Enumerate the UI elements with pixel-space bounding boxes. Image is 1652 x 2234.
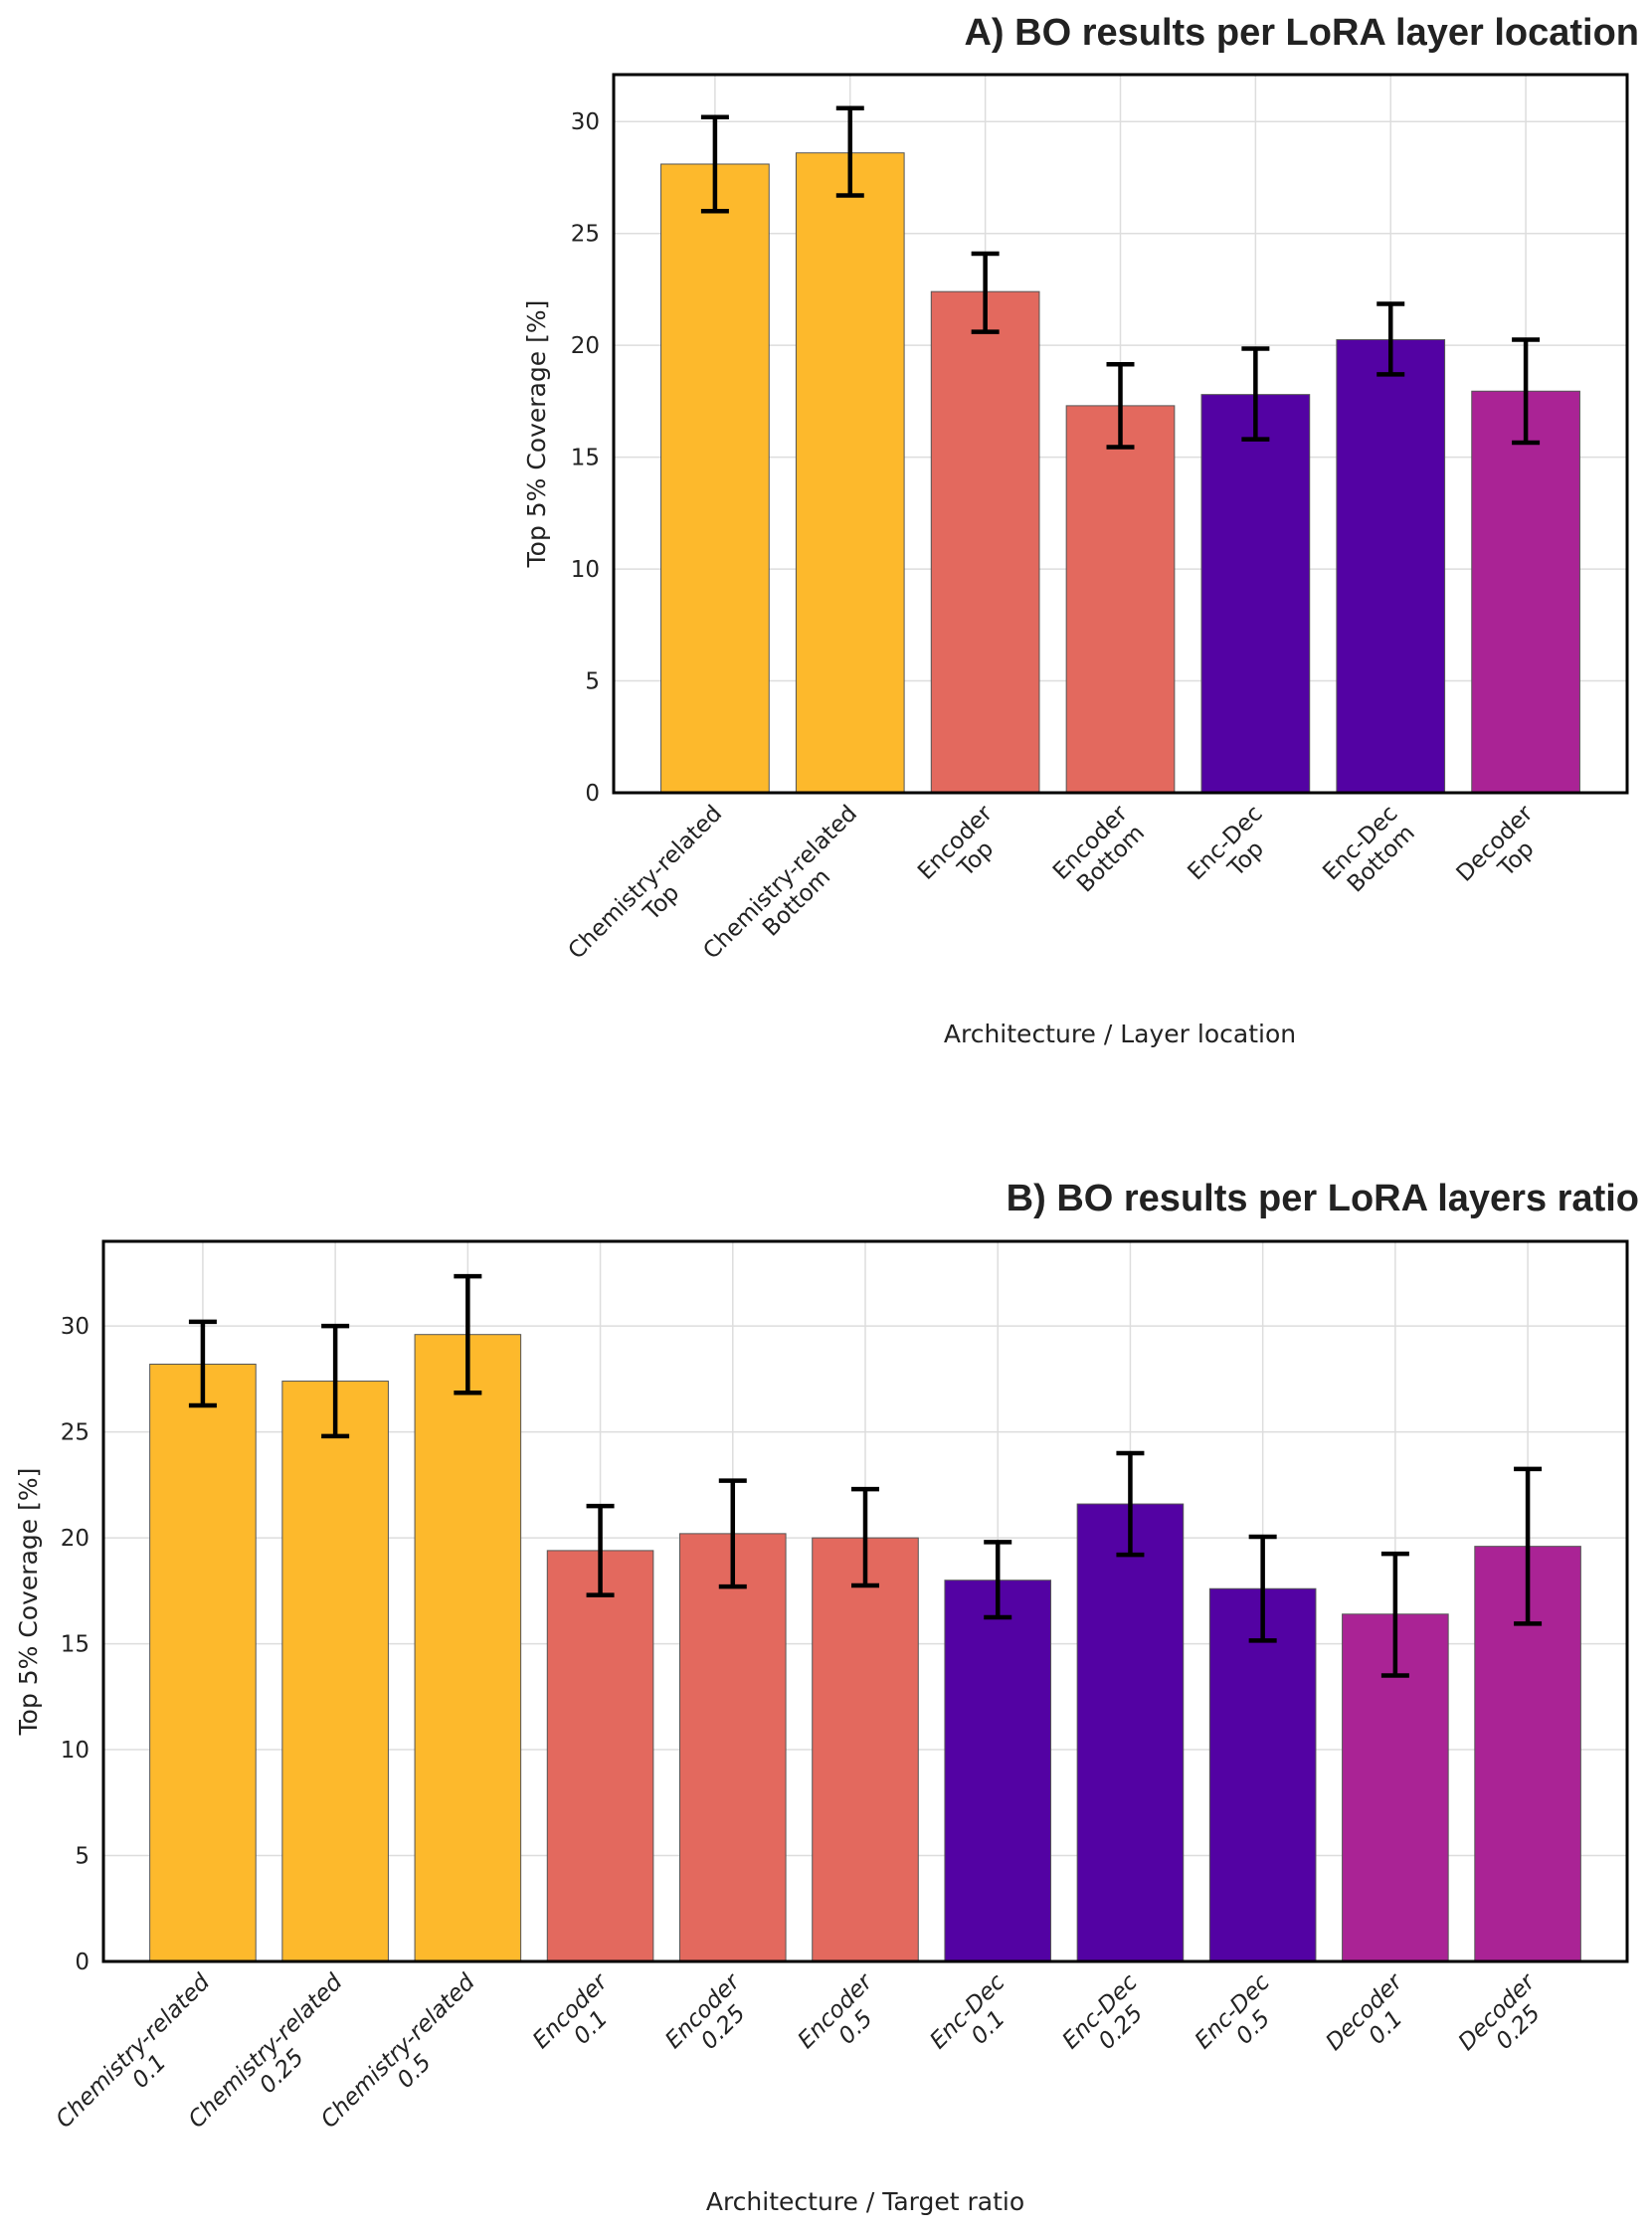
chart-b-ylabel: Top 5% Coverage [%] bbox=[14, 1468, 43, 1737]
chart-a-xticks: Chemistry-relatedTop Chemistry-relatedBot… bbox=[564, 801, 1558, 983]
chart-b-ytick-label: 20 bbox=[61, 1526, 90, 1552]
chart-b-bar bbox=[546, 1550, 654, 1962]
chart-a-bar bbox=[930, 290, 1040, 794]
chart-a-error-bar bbox=[1512, 337, 1541, 446]
chart-a-error-bars bbox=[700, 105, 1541, 450]
chart-b-xtick-label: Encoder0.25 bbox=[660, 1968, 764, 2072]
chart-a-title: A) BO results per LoRA layer location bbox=[964, 12, 1639, 54]
chart-a-ytick-label: 20 bbox=[571, 333, 600, 359]
chart-a-ytick-label: 0 bbox=[585, 781, 600, 807]
chart-b-bar bbox=[1208, 1587, 1317, 1962]
chart-b-bar bbox=[414, 1334, 522, 1962]
chart-a-xtick-label: EncoderBottom bbox=[1048, 801, 1152, 904]
chart-a-error-bar bbox=[1241, 346, 1270, 442]
chart-b-ytick-label: 5 bbox=[75, 1844, 90, 1870]
chart-b-xtick-label: Enc-Dec0.5 bbox=[1191, 1969, 1294, 2073]
chart-a-xlabel: Architecture / Layer location bbox=[944, 1020, 1296, 1048]
chart-b-ytick-label: 10 bbox=[61, 1738, 90, 1764]
chart-b-xtick-line: Encoder bbox=[793, 1968, 878, 2054]
chart-b-xlabel: Architecture / Target ratio bbox=[706, 2187, 1024, 2216]
chart-b-bar bbox=[1076, 1503, 1185, 1962]
chart-b-error-bar bbox=[1514, 1466, 1543, 1626]
chart-b-error-bar bbox=[321, 1323, 350, 1439]
chart-a-ylabel: Top 5% Coverage [%] bbox=[522, 300, 551, 569]
chart-a-axes-frame bbox=[612, 73, 1629, 795]
chart-a-error-bar bbox=[1377, 301, 1405, 377]
chart-a-yticks: 0 5 10 15 20 25 30 bbox=[571, 109, 600, 807]
chart-a-ytick-label: 15 bbox=[571, 446, 600, 471]
chart-a-xtick-label: Enc-DecTop bbox=[1183, 801, 1286, 904]
chart-b-bar bbox=[812, 1537, 919, 1962]
chart-a-bar bbox=[1065, 405, 1176, 794]
chart-b-ytick-label: 30 bbox=[61, 1314, 90, 1340]
chart-b-error-bar bbox=[1380, 1551, 1409, 1678]
chart-b-error-bar bbox=[1116, 1450, 1145, 1558]
chart-a-xtick-label: Chemistry-relatedBottom bbox=[698, 801, 880, 983]
chart-a: A) BO results per LoRA layer location Ar… bbox=[522, 12, 1639, 1048]
chart-a-error-bar bbox=[971, 251, 1000, 334]
chart-b-ytick-label: 15 bbox=[61, 1632, 90, 1658]
chart-b-bars bbox=[149, 1334, 1581, 1962]
chart-b-bar bbox=[678, 1533, 787, 1962]
chart-b-bar bbox=[944, 1580, 1052, 1962]
chart-a-ytick-label: 30 bbox=[571, 109, 600, 135]
chart-b-xtick-label: Decoder0.25 bbox=[1454, 1968, 1560, 2074]
chart-a-error-bar bbox=[835, 105, 864, 198]
chart-b-error-bar bbox=[984, 1540, 1012, 1620]
chart-b-xtick-line: Encoder bbox=[528, 1968, 614, 2054]
chart-a-error-bar bbox=[700, 114, 729, 214]
chart-b-xtick-label: Enc-Dec0.25 bbox=[1058, 1969, 1162, 2073]
chart-a-ytick-label: 5 bbox=[585, 669, 600, 695]
chart-a-ytick-label: 10 bbox=[571, 557, 600, 583]
chart-a-bar bbox=[795, 152, 905, 794]
chart-b-error-bar bbox=[718, 1478, 747, 1589]
chart-b-ytick-label: 0 bbox=[75, 1950, 90, 1975]
chart-b-xticks: Chemistry-related0.1 Chemistry-related0.2… bbox=[52, 1968, 1560, 2151]
chart-b-bar bbox=[149, 1364, 257, 1962]
chart-a-bar bbox=[1200, 394, 1311, 794]
chart-a-xtick-label: Enc-DecBottom bbox=[1318, 801, 1421, 904]
chart-b-ytick-label: 25 bbox=[61, 1420, 90, 1446]
chart-b-xtick-label: Decoder0.1 bbox=[1321, 1968, 1426, 2074]
chart-b-error-bar bbox=[851, 1486, 879, 1588]
chart-b-error-bar bbox=[188, 1319, 217, 1408]
chart-a-bar bbox=[660, 163, 770, 794]
chart-b-error-bars bbox=[188, 1273, 1543, 1678]
chart-b: B) BO results per LoRA layers ratio Arch… bbox=[14, 1178, 1639, 2216]
chart-a-xtick-label: EncoderTop bbox=[913, 801, 1016, 904]
chart-b-yticks: 0 5 10 15 20 25 30 bbox=[61, 1314, 90, 1975]
chart-b-error-bar bbox=[454, 1273, 482, 1396]
chart-b-title: B) BO results per LoRA layers ratio bbox=[1007, 1178, 1639, 1219]
chart-b-xtick-label: Chemistry-related0.5 bbox=[316, 1969, 498, 2151]
chart-b-xtick-label: Enc-Dec0.1 bbox=[925, 1969, 1028, 2073]
chart-b-bar bbox=[281, 1381, 389, 1962]
chart-b-error-bar bbox=[586, 1503, 615, 1597]
chart-a-xtick-line: Chemistry-related bbox=[564, 801, 728, 965]
chart-a-bars bbox=[660, 152, 1580, 794]
chart-a-xtick-line: Chemistry-related bbox=[698, 801, 862, 965]
chart-a-bar bbox=[1336, 339, 1446, 794]
chart-b-xtick-label: Encoder0.5 bbox=[793, 1968, 896, 2072]
chart-a-error-bar bbox=[1106, 362, 1135, 450]
chart-b-axes-frame bbox=[101, 1239, 1629, 1963]
chart-a-bar bbox=[1471, 390, 1580, 794]
chart-a-xtick-label: DecoderTop bbox=[1452, 801, 1558, 906]
chart-b-error-bar bbox=[1248, 1534, 1277, 1643]
chart-b-xtick-label: Encoder0.1 bbox=[528, 1968, 632, 2072]
chart-a-ytick-label: 25 bbox=[571, 222, 600, 248]
